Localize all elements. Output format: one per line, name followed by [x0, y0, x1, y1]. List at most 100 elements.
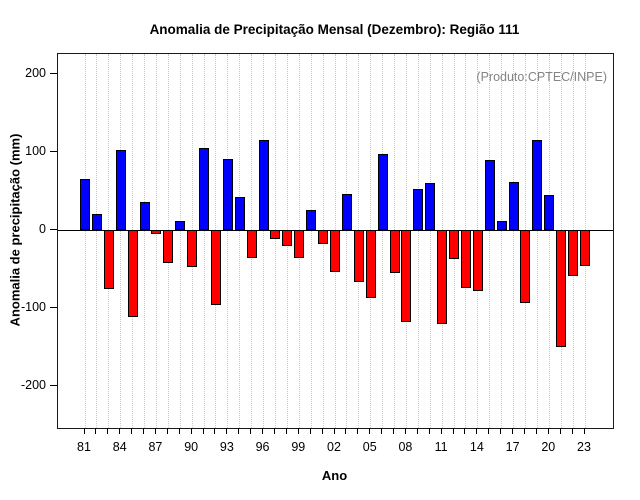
x-tick-label: 05: [362, 440, 377, 454]
x-tick: [428, 428, 430, 434]
gridline: [96, 54, 98, 428]
bar-1998: [282, 230, 293, 246]
x-tick-label: 84: [112, 440, 127, 454]
bar-2022: [568, 230, 579, 277]
x-tick: [214, 428, 216, 434]
x-tick: [512, 428, 514, 434]
x-tick: [333, 428, 335, 434]
y-tick: [50, 72, 57, 74]
bar-2019: [532, 140, 543, 230]
x-tick-label: 87: [148, 440, 163, 454]
bar-2010: [425, 183, 436, 230]
x-tick: [381, 428, 383, 434]
gridline: [203, 54, 205, 428]
gridline: [429, 54, 431, 428]
x-tick: [440, 428, 442, 434]
gridline: [513, 54, 515, 428]
x-tick: [309, 428, 311, 434]
bar-2001: [318, 230, 329, 245]
bar-2013: [460, 230, 471, 288]
x-tick-label: 93: [219, 440, 234, 454]
x-tick: [273, 428, 275, 434]
x-tick: [404, 428, 406, 434]
y-tick-label: 0: [39, 222, 46, 236]
x-tick-label: 11: [434, 440, 448, 454]
x-tick: [190, 428, 192, 434]
bar-2008: [401, 230, 412, 323]
bar-2005: [365, 230, 376, 298]
bar-1985: [127, 230, 138, 318]
x-tick: [559, 428, 561, 434]
bar-2007: [389, 230, 400, 273]
y-axis-label: Anomalia de precipitação (mm): [7, 133, 23, 327]
y-tick: [50, 228, 57, 230]
gridline: [548, 54, 550, 428]
x-tick: [416, 428, 418, 434]
x-tick-label: 02: [327, 440, 341, 454]
x-tick: [345, 428, 347, 434]
plot-area: [57, 53, 614, 429]
y-tick: [50, 384, 57, 386]
bar-1987: [151, 230, 162, 234]
bar-2016: [496, 220, 507, 230]
gridline: [274, 54, 276, 428]
gridline: [120, 54, 122, 428]
produto-annotation: (Produto:CPTEC/INPE): [476, 70, 607, 84]
x-tick: [297, 428, 299, 434]
x-tick-label: 08: [398, 440, 413, 454]
x-tick: [166, 428, 168, 434]
bar-1983: [103, 230, 114, 290]
x-tick: [154, 428, 156, 434]
bar-1981: [80, 178, 90, 230]
x-tick: [535, 428, 537, 434]
x-tick: [464, 428, 466, 434]
x-tick: [202, 428, 204, 434]
bar-2023: [580, 230, 590, 266]
bar-2000: [306, 209, 317, 230]
x-tick-label: 90: [184, 440, 199, 454]
x-tick: [369, 428, 371, 434]
x-axis-label: Ano: [321, 468, 348, 483]
bar-1982: [91, 214, 102, 230]
gridline: [417, 54, 419, 428]
y-tick-label: -200: [20, 378, 46, 392]
y-tick: [50, 150, 57, 152]
x-tick: [178, 428, 180, 434]
gridline: [536, 54, 538, 428]
bar-1994: [234, 197, 245, 230]
x-tick: [262, 428, 264, 434]
zero-axis-line: [58, 229, 613, 231]
gridline: [84, 54, 86, 428]
bar-1990: [187, 230, 198, 268]
x-tick: [83, 428, 85, 434]
bar-2021: [556, 230, 567, 347]
bar-2015: [484, 159, 495, 230]
bar-2004: [353, 230, 364, 283]
x-tick: [95, 428, 97, 434]
bar-2003: [341, 194, 352, 230]
x-tick-label: 99: [291, 440, 306, 454]
bar-1996: [258, 139, 269, 230]
x-tick: [571, 428, 573, 434]
y-tick-label: 200: [25, 66, 46, 80]
x-tick-label: 14: [469, 440, 484, 454]
bar-1992: [210, 230, 221, 305]
bar-1984: [115, 150, 126, 230]
bar-1993: [222, 159, 233, 230]
x-tick: [238, 428, 240, 434]
gridline: [239, 54, 241, 428]
x-tick: [357, 428, 359, 434]
gridline: [501, 54, 503, 428]
x-tick: [523, 428, 525, 434]
x-tick-label: 96: [255, 440, 270, 454]
gridline: [263, 54, 265, 428]
bar-2009: [413, 189, 424, 230]
y-tick-label: -100: [20, 300, 46, 314]
bar-1999: [294, 230, 305, 259]
x-tick: [131, 428, 133, 434]
gridline: [346, 54, 348, 428]
x-tick-label: 20: [541, 440, 556, 454]
x-tick: [488, 428, 490, 434]
gridline: [227, 54, 229, 428]
